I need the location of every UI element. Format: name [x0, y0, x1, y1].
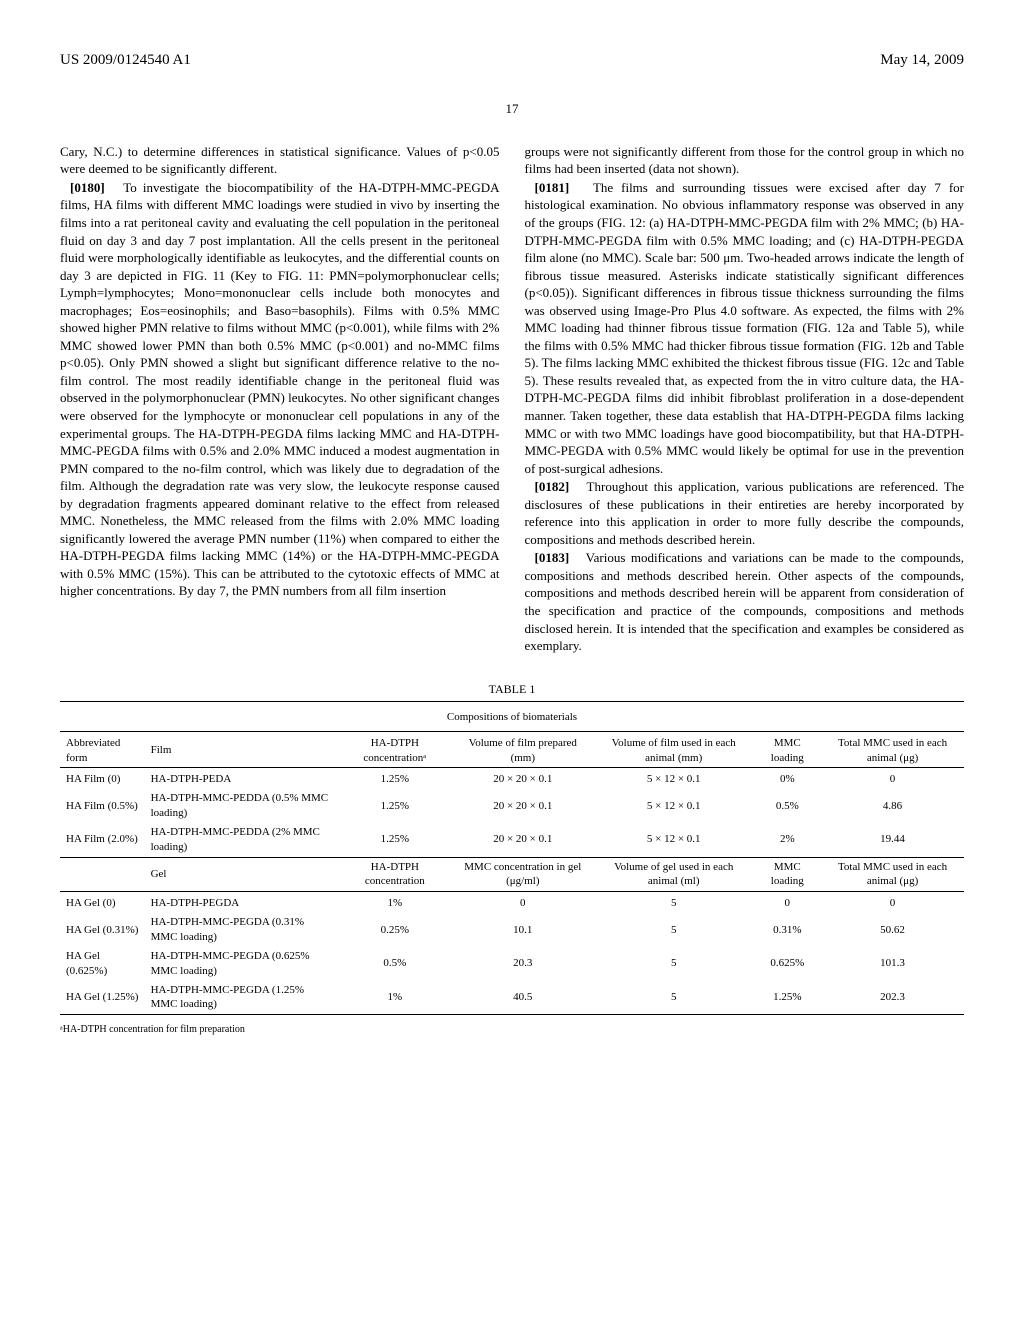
table-row: HA Gel (0)HA-DTPH-PEGDA1%0500: [60, 894, 964, 913]
para-0182: [0182] Throughout this application, vari…: [525, 478, 965, 548]
para-num-0180: [0180]: [70, 180, 105, 195]
table-row: HA Film (2.0%)HA-DTPH-MMC-PEDDA (2% MMC …: [60, 823, 964, 857]
col-h: Volume of gel used in each animal (ml): [594, 857, 753, 892]
para-num-0182: [0182]: [535, 479, 570, 494]
para-0180: [0180] To investigate the biocompatibili…: [60, 179, 500, 600]
table-row: HA Film (0)HA-DTPH-PEDA1.25%20 × 20 × 0.…: [60, 770, 964, 789]
para-num-0181: [0181]: [535, 180, 570, 195]
col-h: MMC loading: [753, 734, 821, 768]
table-row: HA Film (0.5%)HA-DTPH-MMC-PEDDA (0.5% MM…: [60, 789, 964, 823]
para-0182-body: Throughout this application, various pub…: [525, 479, 965, 547]
table-row: HA Gel (1.25%)HA-DTPH-MMC-PEGDA (1.25% M…: [60, 981, 964, 1015]
para-0181-body: The films and surrounding tissues were e…: [525, 180, 965, 476]
col-h: Volume of film used in each animal (mm): [594, 734, 753, 768]
col-h: Gel: [145, 857, 339, 892]
table-footnote: ᵃHA-DTPH concentration for film preparat…: [60, 1023, 964, 1037]
left-column: Cary, N.C.) to determine differences in …: [60, 143, 500, 656]
para-0180-body: To investigate the biocompatibility of t…: [60, 180, 500, 599]
para-0183-body: Various modifications and variations can…: [525, 550, 965, 653]
page-number: 17: [60, 100, 964, 118]
table-row: HA Gel (0.31%)HA-DTPH-MMC-PEGDA (0.31% M…: [60, 913, 964, 947]
pub-date: May 14, 2009: [880, 50, 964, 70]
pub-number: US 2009/0124540 A1: [60, 50, 191, 70]
col-h: HA-DTPH concentrationᵃ: [338, 734, 451, 768]
para-0181: [0181] The films and surrounding tissues…: [525, 179, 965, 477]
col-h: Total MMC used in each animal (μg): [821, 857, 964, 892]
table-1: Compositions of biomaterials Abbreviated…: [60, 701, 964, 1015]
col-h: MMC loading: [753, 857, 821, 892]
table-caption: TABLE 1: [60, 681, 964, 697]
col-h: [60, 857, 145, 892]
para-0180-lead: Cary, N.C.) to determine differences in …: [60, 143, 500, 178]
table-subcaption: Compositions of biomaterials: [60, 704, 964, 731]
text-columns: Cary, N.C.) to determine differences in …: [60, 143, 964, 656]
table-row: HA Gel (0.625%)HA-DTPH-MMC-PEGDA (0.625%…: [60, 947, 964, 981]
para-0183: [0183] Various modifications and variati…: [525, 549, 965, 654]
para-0180-cont: groups were not significantly different …: [525, 143, 965, 178]
col-h: Volume of film prepared (mm): [452, 734, 594, 768]
para-num-0183: [0183]: [535, 550, 570, 565]
col-h: MMC concentration in gel (μg/ml): [452, 857, 594, 892]
right-column: groups were not significantly different …: [525, 143, 965, 656]
gel-header-row: Gel HA-DTPH concentration MMC concentrat…: [60, 857, 964, 892]
col-h: Film: [145, 734, 339, 768]
film-header-row: Abbreviated form Film HA-DTPH concentrat…: [60, 734, 964, 768]
col-h: Total MMC used in each animal (μg): [821, 734, 964, 768]
col-h: HA-DTPH concentration: [338, 857, 451, 892]
col-h: Abbreviated form: [60, 734, 145, 768]
